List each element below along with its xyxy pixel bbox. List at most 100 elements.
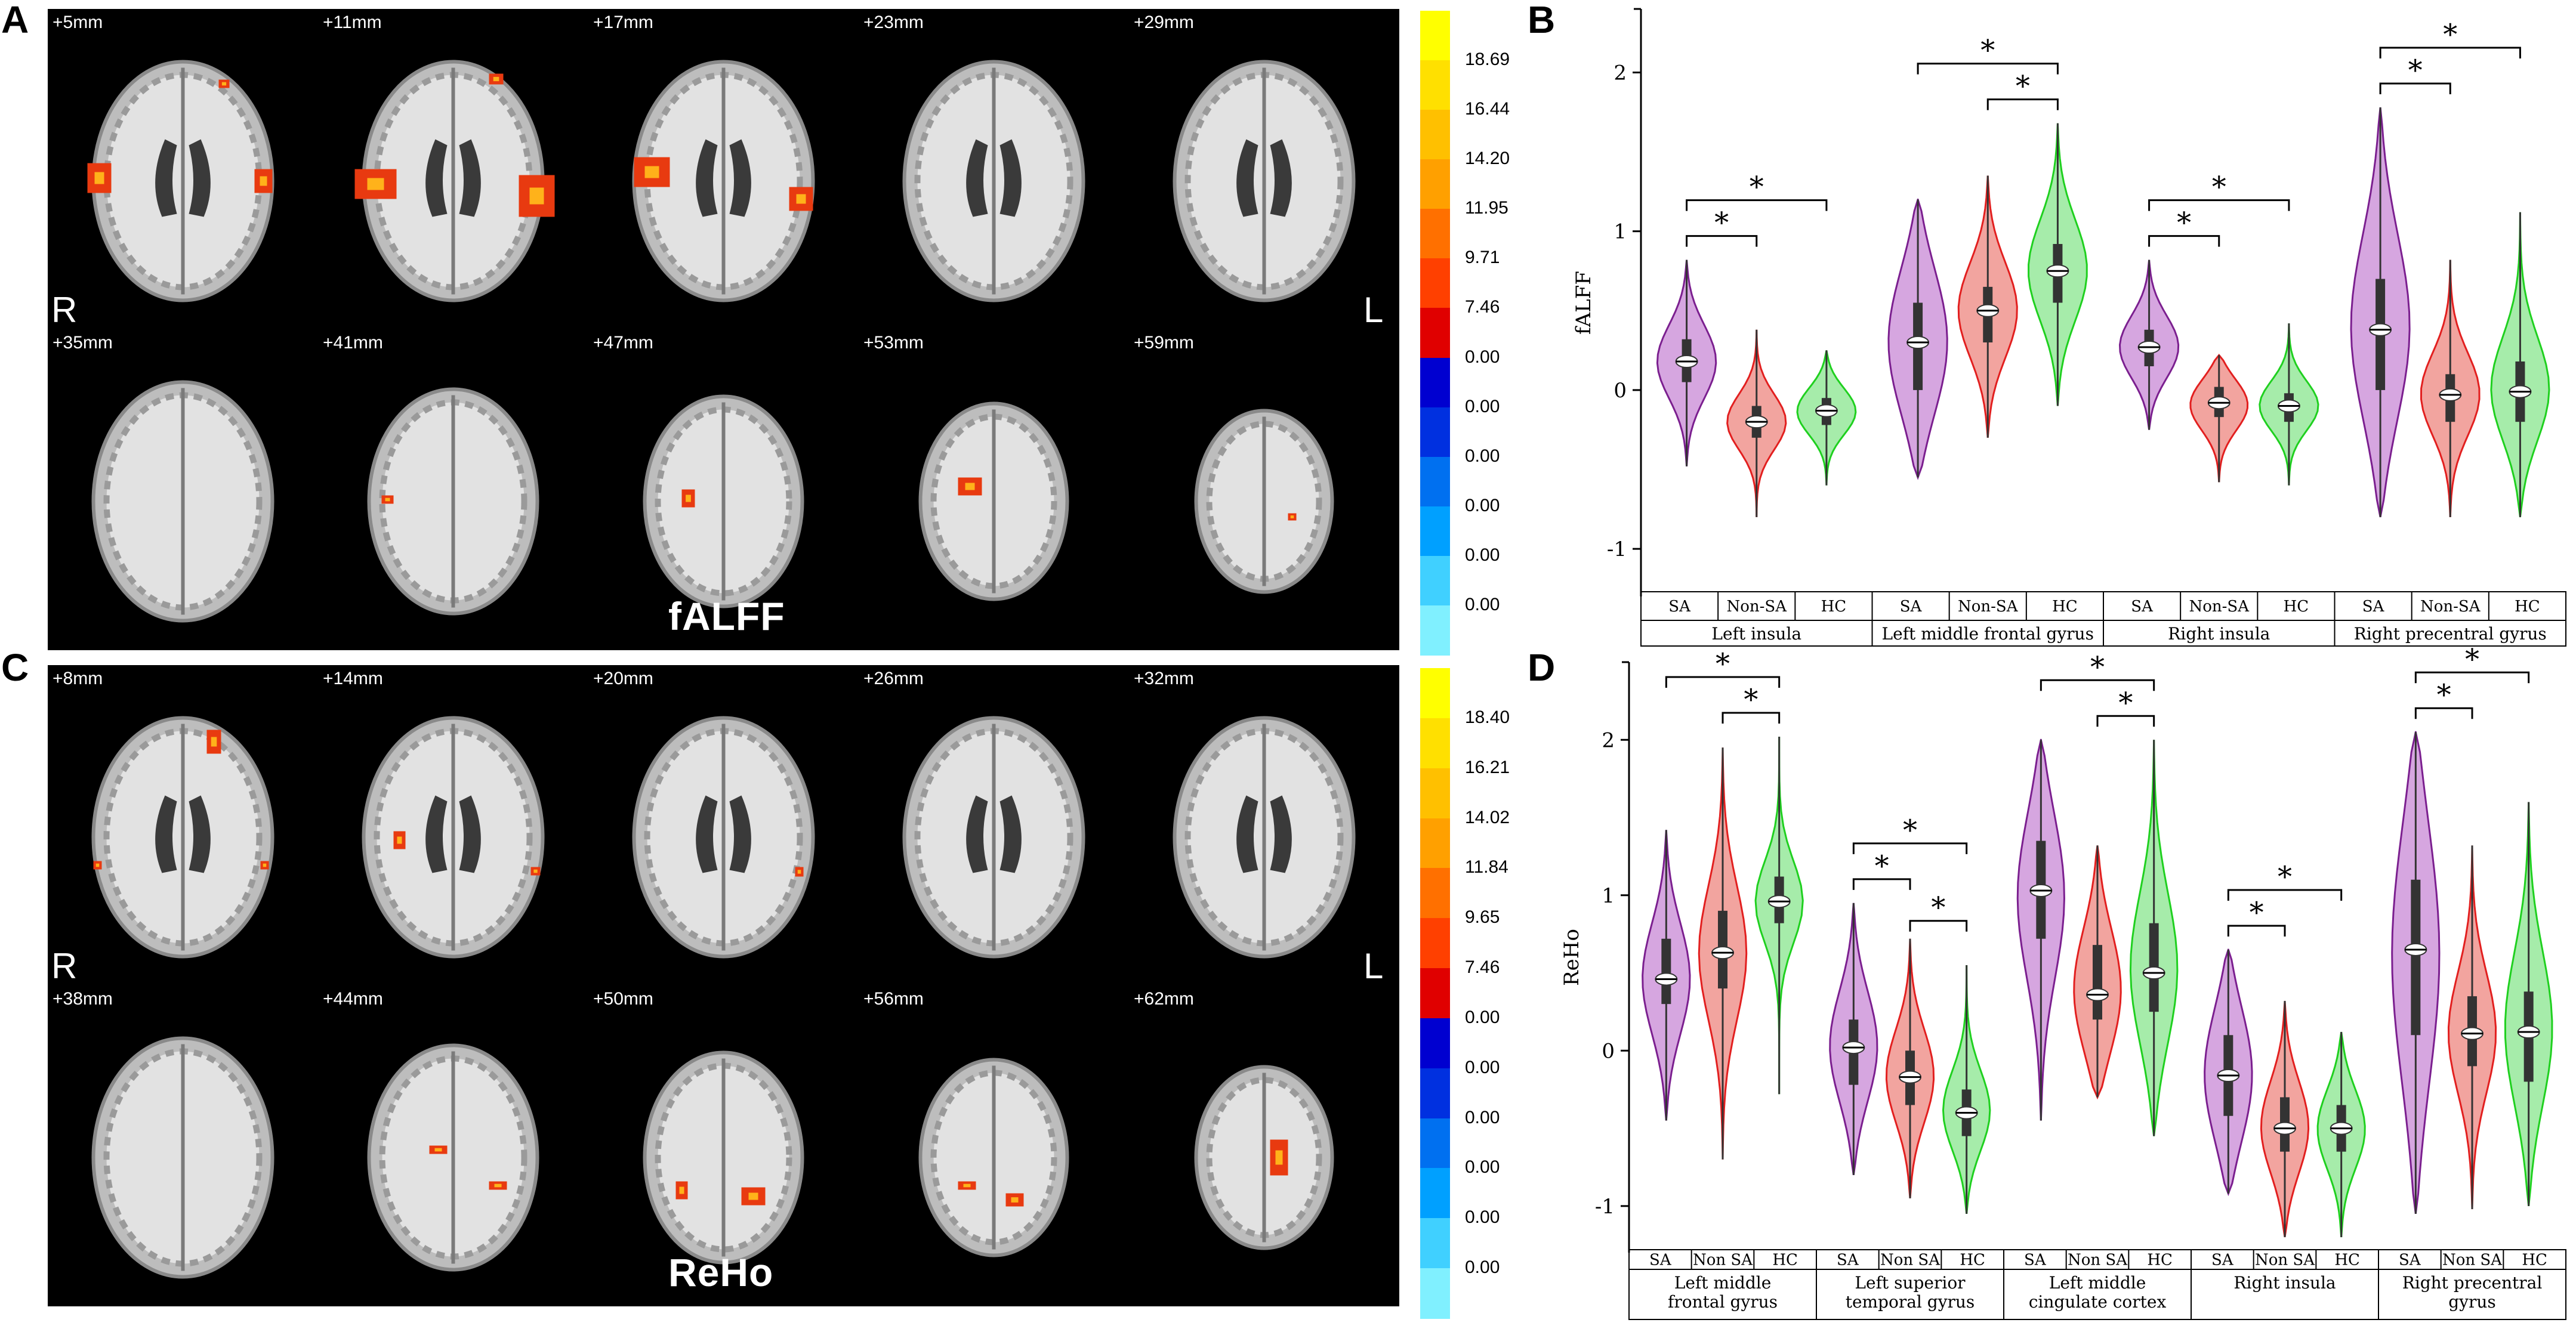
group-label: SA (2362, 598, 2385, 616)
slice-position-label: +20mm (593, 669, 653, 688)
significance-bracket (2379, 47, 2521, 59)
map-title: ReHo (668, 1250, 774, 1294)
colorbar-segment (1420, 918, 1450, 969)
significance-bracket (2379, 82, 2451, 95)
colorbar-tick-label: 9.65 (1465, 907, 1500, 928)
group-label: HC (1772, 1251, 1798, 1269)
significance-bracket (2148, 199, 2290, 211)
y-tick-label: 0 (1614, 379, 1627, 403)
significance-bracket (2414, 707, 2473, 719)
colorbar-segment (1420, 1268, 1450, 1319)
colorbar-segment (1420, 1018, 1450, 1069)
significance-star: * (1716, 647, 1730, 681)
group-label: SA (1668, 598, 1691, 616)
region-label: Right insula (2168, 624, 2270, 644)
significance-star: * (2437, 678, 2451, 712)
colorbar-segment (1420, 258, 1450, 309)
colorbar-tick-label: 7.46 (1465, 297, 1500, 317)
brain-slice: +35mm (48, 329, 318, 650)
colorbar-tick-label: 11.84 (1465, 857, 1508, 877)
brain-slices-falff: +5mm +11mm +17mm +23mm +29mm +35mm +41mm +47mm +… (48, 9, 1399, 650)
significance-bracket (1665, 676, 1781, 688)
group-label: SA (2211, 1251, 2234, 1269)
group-label: Non-SA (2420, 598, 2481, 616)
y-axis-label: fALFF (1572, 271, 1596, 335)
significance-star: * (2016, 70, 2030, 103)
group-label: Non-SA (2189, 598, 2250, 616)
group-label: SA (2131, 598, 2154, 616)
brain-slice: +8mm (48, 665, 318, 985)
violin-iqr-box (1661, 938, 1671, 1005)
brain-slice: +11mm (318, 9, 588, 329)
significance-star: * (1875, 849, 1889, 883)
colorbar-tick-label: 14.20 (1465, 149, 1510, 169)
brain-slice: +26mm (859, 665, 1129, 985)
brain-slices-reho: +8mm +14mm +20mm +26mm +32mm +38mm +44mm +50mm +… (48, 665, 1399, 1306)
colorbar-segment (1420, 818, 1450, 869)
group-label: HC (2284, 598, 2309, 616)
brain-slice: +47mm (588, 329, 859, 650)
brain-slice: +59mm (1129, 329, 1399, 650)
panel-label-c: C (1, 646, 29, 689)
brain-slice: +62mm (1129, 985, 1399, 1306)
colorbar-tick-label: 9.71 (1465, 248, 1500, 268)
significance-bracket (1722, 712, 1781, 724)
significance-star: * (1714, 206, 1729, 240)
colorbar-tick-label: 18.40 (1465, 707, 1510, 727)
region-label: temporal gyrus (1846, 1292, 1975, 1312)
colorbar-segment (1420, 209, 1450, 259)
slice-position-label: +38mm (53, 989, 113, 1009)
region-label: Left middle (1674, 1273, 1772, 1293)
slice-position-label: +17mm (593, 13, 653, 32)
region-label: frontal gyrus (1668, 1292, 1778, 1312)
colorbar-tick-label: 16.44 (1465, 99, 1510, 119)
group-label: HC (1960, 1251, 1985, 1269)
slice-position-label: +59mm (1134, 333, 1194, 353)
group-label: HC (2334, 1251, 2360, 1269)
colorbar-segment (1420, 159, 1450, 210)
region-label: Right precentral gyrus (2354, 624, 2547, 644)
brain-slice: +23mm (859, 9, 1129, 329)
y-tick-label: 2 (1602, 728, 1615, 752)
colorbar-reho (1420, 668, 1450, 1319)
colorbar-segment (1420, 555, 1450, 606)
hemisphere-left-label: L (1363, 946, 1384, 986)
hemisphere-left-label: L (1363, 290, 1384, 330)
panel-label-b: B (1528, 0, 1556, 41)
significance-bracket (2040, 679, 2155, 691)
colorbar-tick-label: 0.00 (1465, 1007, 1500, 1027)
colorbar-segment (1420, 718, 1450, 769)
violin-chart-falff: -1 0 1 2 fALFF SA Non-SA HC Left insula * * SA Non-S… (1572, 8, 2566, 647)
slice-position-label: +50mm (593, 989, 653, 1009)
y-tick-label: -1 (1607, 537, 1627, 561)
significance-bracket (2148, 235, 2220, 247)
significance-star: * (2090, 650, 2105, 684)
significance-star: * (1750, 171, 1764, 204)
colorbar-segment (1420, 605, 1450, 656)
significance-star: * (1980, 34, 1995, 67)
significance-bracket (1909, 920, 1968, 932)
group-label: SA (1900, 598, 1923, 616)
region-label: Right precentral (2402, 1273, 2543, 1293)
colorbar-segment (1420, 668, 1450, 719)
colorbar-tick-label: 0.00 (1465, 1157, 1500, 1178)
brain-slice: +44mm (318, 985, 588, 1306)
colorbar-tick-label: 18.69 (1465, 50, 1510, 70)
significance-bracket (2227, 889, 2343, 901)
colorbar-tick-label: 0.00 (1465, 594, 1500, 614)
slice-position-label: +14mm (323, 669, 383, 688)
group-label: Non SA (2442, 1251, 2503, 1269)
significance-bracket (1986, 98, 2059, 110)
colorbar-tick-label: 0.00 (1465, 1107, 1500, 1127)
colorbar-segment (1420, 308, 1450, 359)
y-tick-label: 2 (1614, 61, 1627, 85)
significance-bracket (1686, 199, 1828, 211)
colorbar-tick-label: 11.95 (1465, 198, 1508, 218)
colorbar-tick-label: 0.00 (1465, 1257, 1500, 1278)
violin-iqr-box (2093, 945, 2102, 1020)
colorbar-segment (1420, 357, 1450, 408)
colorbar-tick-label: 0.00 (1465, 1207, 1500, 1228)
brain-slice: +50mm (588, 985, 859, 1306)
group-label: SA (1649, 1251, 1672, 1269)
colorbar-segment (1420, 60, 1450, 111)
